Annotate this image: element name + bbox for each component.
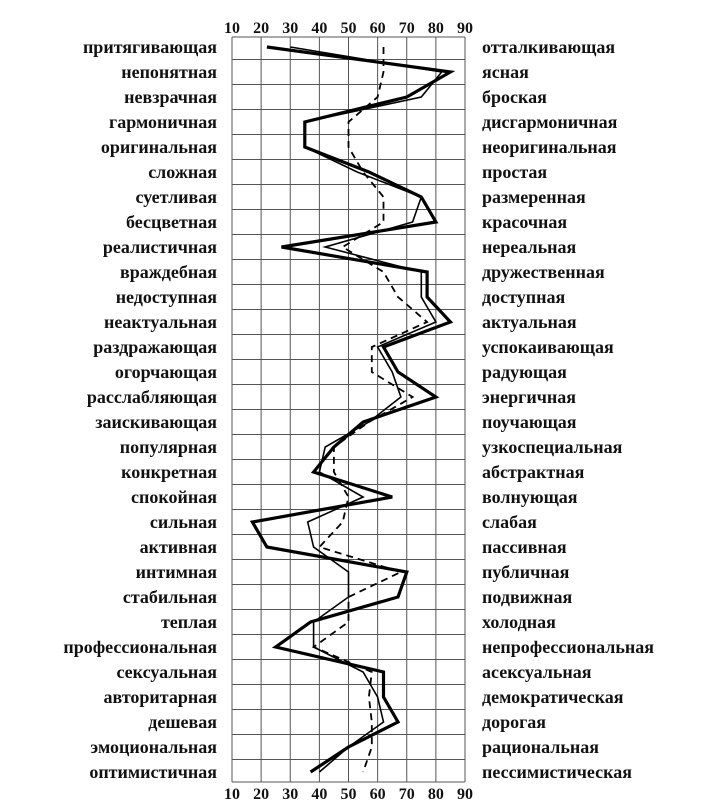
left-scale-label: гармоничная — [109, 112, 217, 132]
right-scale-label: дорогая — [482, 712, 546, 732]
right-scale-label: броская — [482, 87, 547, 107]
right-scale-label: неоригинальная — [482, 137, 617, 157]
left-scale-label: теплая — [161, 612, 217, 632]
right-scale-label: дружественная — [482, 262, 605, 282]
right-scale-label: энергичная — [482, 387, 576, 407]
left-scale-label: оптимистичная — [89, 762, 217, 782]
left-scale-label: оригинальная — [101, 137, 217, 157]
right-scale-label: непрофессиональная — [482, 637, 654, 657]
x-axis-ticks: 10 10 20 20 30 30 40 40 50 50 60 60 70 70 80 80 90 90 — [224, 20, 473, 803]
left-scale-label: дешевая — [148, 712, 217, 732]
left-scale-label: бесцветная — [126, 212, 217, 232]
right-scale-label: пессимистическая — [482, 762, 632, 782]
right-scale-label: дисгармоничная — [482, 112, 618, 132]
x-tick-label-bottom: 50 — [341, 786, 357, 803]
right-scale-label: узкоспециальная — [482, 437, 623, 457]
x-tick-label-bottom: 90 — [457, 786, 473, 803]
x-tick-label-top: 90 — [457, 20, 473, 37]
right-scale-label: успокаивающая — [482, 337, 614, 357]
left-scale-label: непонятная — [121, 62, 217, 82]
left-scale-label: сексуальная — [116, 662, 217, 682]
left-scale-label: популярная — [120, 437, 218, 457]
x-tick-label-bottom: 60 — [370, 786, 386, 803]
x-tick-label-top: 50 — [341, 20, 357, 37]
x-tick-label-top: 30 — [282, 20, 298, 37]
x-tick-label-top: 60 — [370, 20, 386, 37]
x-tick-label-top: 80 — [428, 20, 444, 37]
x-tick-label-bottom: 30 — [282, 786, 298, 803]
left-scale-label: неактуальная — [104, 312, 217, 332]
left-scale-label: невзрачная — [124, 87, 217, 107]
left-scale-label: реалистичная — [103, 237, 217, 257]
right-scale-label: демократическая — [482, 687, 624, 707]
left-scale-label: сильная — [150, 512, 217, 532]
scale-labels: притягивающая непонятная невзрачная гармони… — [63, 37, 654, 782]
chart-grid — [231, 36, 466, 783]
left-scale-label: стабильная — [123, 587, 217, 607]
x-tick-label-bottom: 80 — [428, 786, 444, 803]
x-tick-label-bottom: 10 — [224, 786, 240, 803]
series-lines — [249, 45, 456, 774]
left-scale-label: заискивающая — [95, 412, 217, 432]
left-scale-label: спокойная — [131, 487, 217, 507]
left-scale-label: расслабляющая — [87, 387, 217, 407]
right-scale-label: доступная — [482, 287, 565, 307]
left-scale-label: профессиональная — [63, 637, 217, 657]
right-scale-label: публичная — [482, 562, 570, 582]
x-tick-label-top: 40 — [311, 20, 327, 37]
x-tick-label-top: 20 — [253, 20, 269, 37]
right-scale-label: слабая — [482, 512, 537, 532]
left-scale-label: активная — [140, 537, 218, 557]
x-tick-label-bottom: 70 — [399, 786, 415, 803]
series-line-thick — [249, 45, 456, 774]
left-scale-label: эмоциональная — [90, 737, 217, 757]
right-scale-label: радующая — [482, 362, 567, 382]
left-scale-label: недоступная — [116, 287, 218, 307]
left-scale-label: раздражающая — [93, 337, 217, 357]
left-scale-label: притягивающая — [83, 37, 217, 57]
right-scale-label: ясная — [482, 62, 529, 82]
left-scale-label: интимная — [136, 562, 218, 582]
x-tick-label-top: 70 — [399, 20, 415, 37]
left-scale-label: авторитарная — [104, 687, 218, 707]
right-scale-label: актуальная — [482, 312, 577, 332]
right-scale-label: подвижная — [482, 587, 572, 607]
x-tick-label-bottom: 40 — [311, 786, 327, 803]
right-scale-label: простая — [482, 162, 547, 182]
left-scale-label: огорчающая — [115, 362, 217, 382]
right-scale-label: холодная — [482, 612, 556, 632]
right-scale-label: асексуальная — [482, 662, 592, 682]
right-scale-label: абстрактная — [482, 462, 585, 482]
left-scale-label: враждебная — [120, 262, 217, 282]
right-scale-label: красочная — [482, 212, 567, 232]
right-scale-label: пассивная — [482, 537, 567, 557]
right-scale-label: волнующая — [482, 487, 578, 507]
series-line-dashed — [311, 47, 429, 773]
left-scale-label: конкретная — [121, 462, 217, 482]
x-tick-label-top: 10 — [224, 20, 240, 37]
right-scale-label: поучающая — [482, 412, 577, 432]
left-scale-label: сложная — [148, 162, 217, 182]
right-scale-label: размеренная — [482, 187, 586, 207]
right-scale-label: отталкивающая — [482, 37, 615, 57]
left-scale-label: суетливая — [135, 187, 217, 207]
right-scale-label: рациональная — [482, 737, 599, 757]
x-tick-label-bottom: 20 — [253, 786, 269, 803]
right-scale-label: нереальная — [482, 237, 577, 257]
